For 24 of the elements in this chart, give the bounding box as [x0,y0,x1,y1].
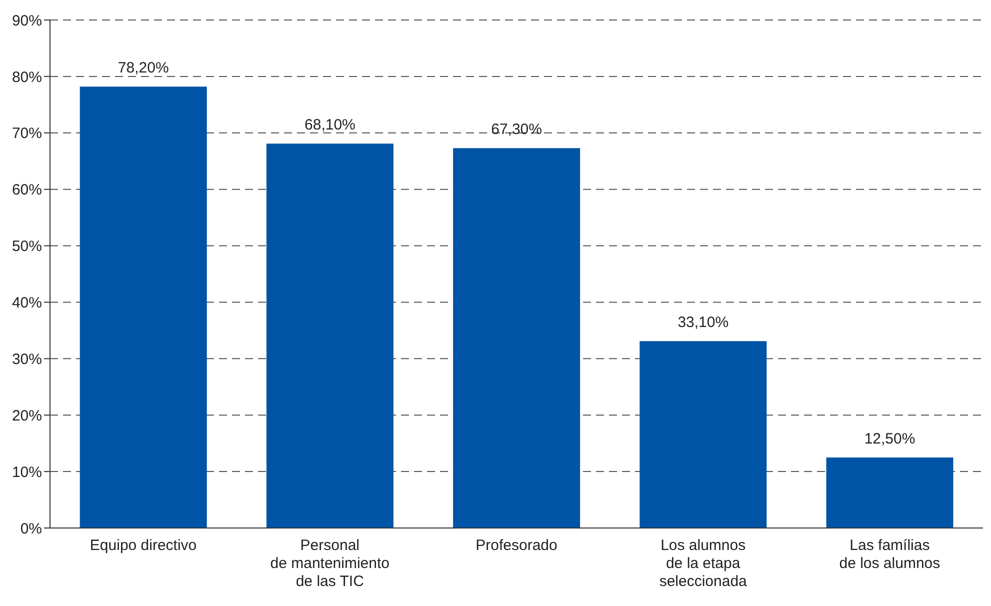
data-label: 12,50% [864,430,916,448]
y-tick-label: 90% [12,12,42,30]
bar [453,148,580,528]
y-tick-label: 0% [20,520,42,538]
x-tick-label: Profesorado [476,537,558,554]
data-label: 68,10% [304,116,356,134]
data-label: 78,20% [118,60,169,77]
x-tick-label: Los alumnos de la etapa seleccionada [659,537,748,590]
y-tick-label: 70% [12,125,42,142]
data-label: 33,10% [678,314,729,332]
x-tick-label: Equipo directivo [90,537,197,554]
x-tick-label: Las famílias de los alumnos [839,537,940,572]
y-tick-label: 50% [12,238,42,256]
bar [266,144,394,528]
y-tick-label: 10% [12,464,42,481]
bar [826,457,954,528]
y-tick-label: 60% [12,182,42,199]
y-tick-label: 30% [12,350,42,368]
bar [640,341,767,528]
y-tick-label: 20% [12,407,42,424]
y-tick-label: 40% [12,294,42,312]
x-tick-label: Personal de mantenimiento de las TIC [270,537,390,590]
bar [80,86,207,528]
y-tick-label: 80% [12,68,42,86]
